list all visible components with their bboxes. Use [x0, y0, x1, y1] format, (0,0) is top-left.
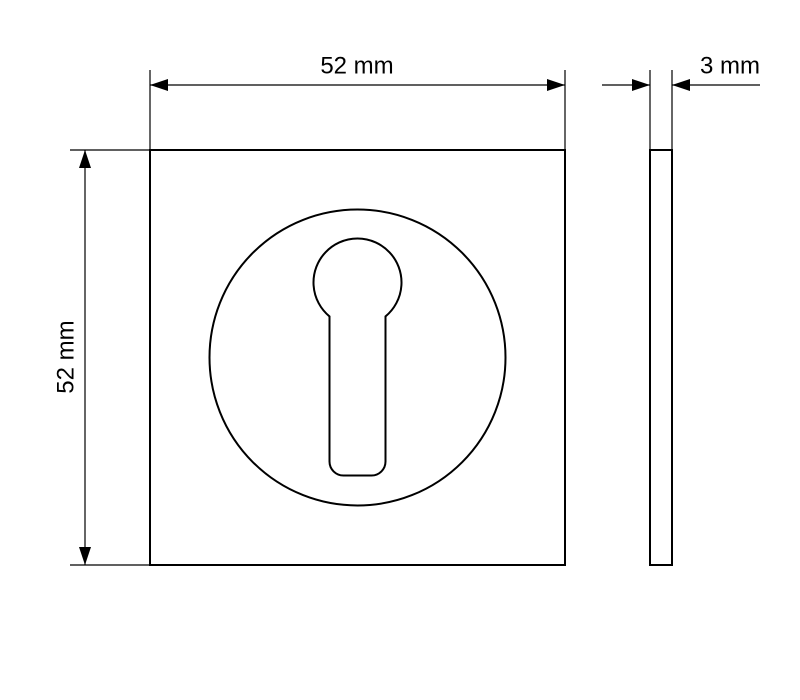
dim-width-label: 52 mm	[320, 52, 393, 79]
dim-thickness-label: 3 mm	[700, 52, 760, 79]
cylinder-ring	[210, 210, 506, 506]
keyhole-outline	[314, 239, 402, 476]
front-plate	[150, 150, 565, 565]
plate-outline	[150, 150, 565, 565]
dim-height-label: 52 mm	[52, 320, 79, 393]
side-plate	[650, 150, 672, 565]
